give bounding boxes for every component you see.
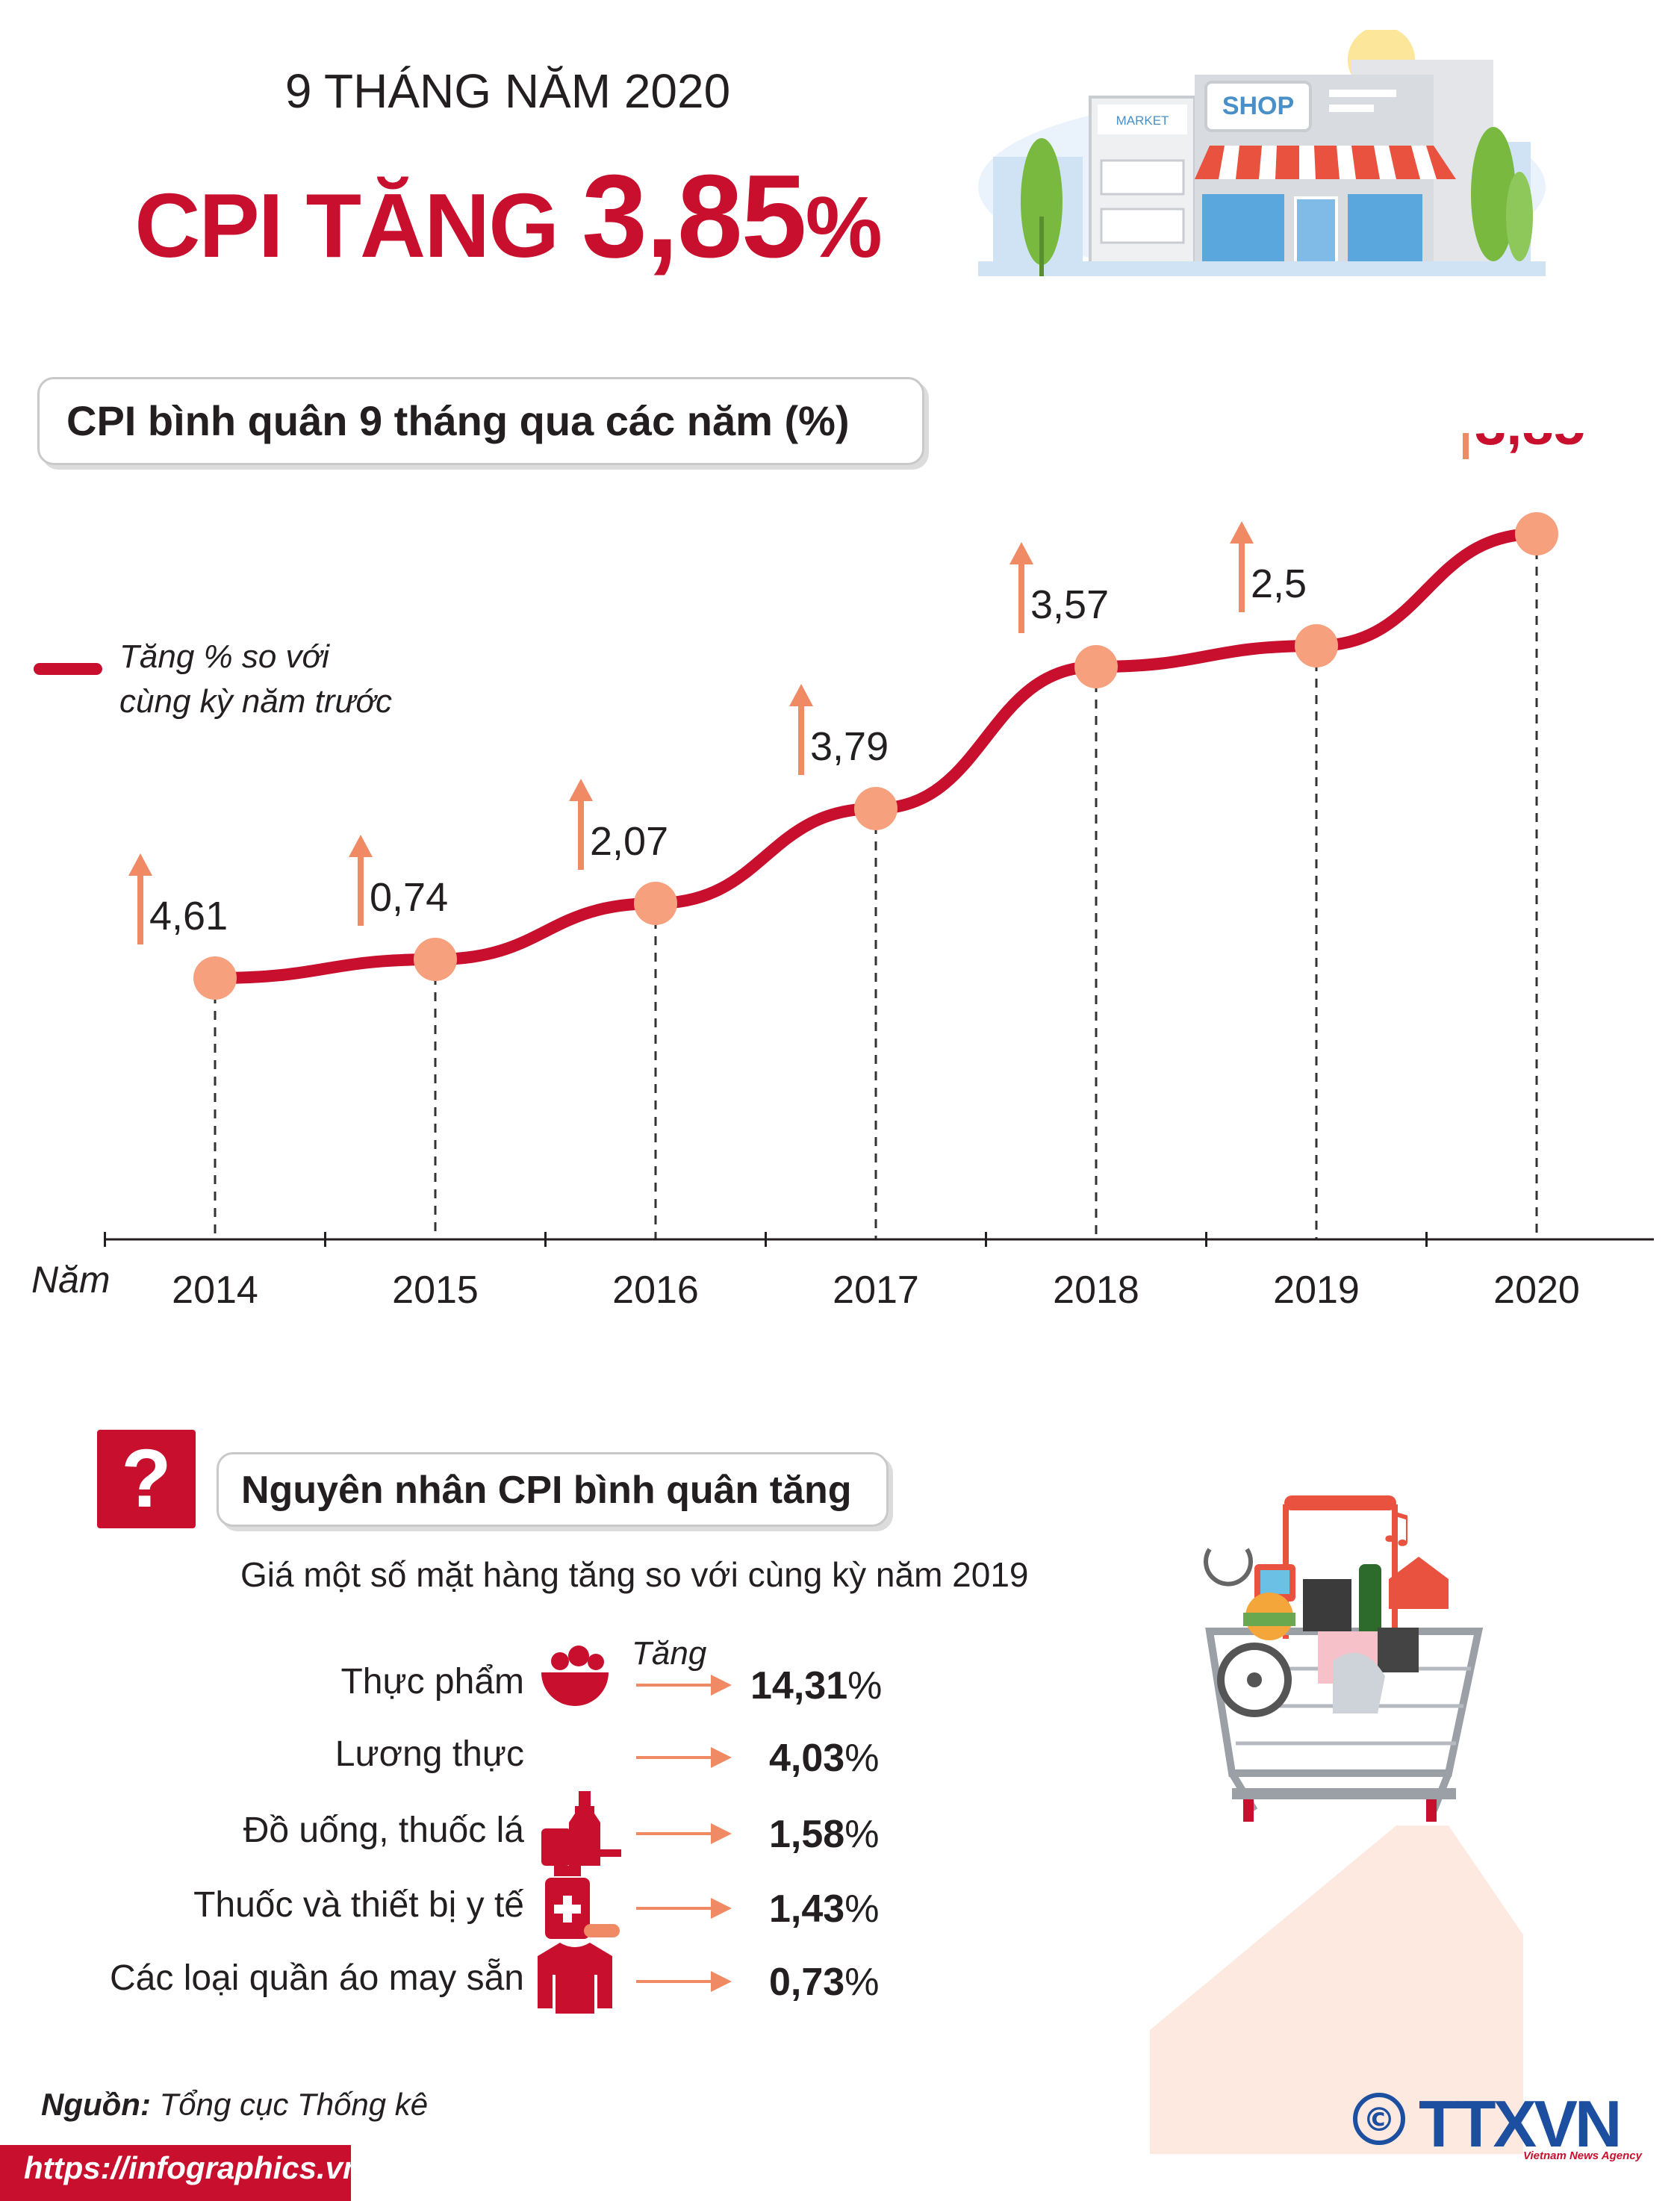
cause-value: 1,43% [769,1887,918,1931]
legend-line2: cùng kỳ năm trước [119,683,393,720]
increase-label: Tăng [632,1635,707,1672]
right-arrow-icon [636,1823,732,1844]
value-label-2015: 0,74 [370,875,448,920]
x-tick-label-2014: 2014 [172,1268,258,1312]
data-point-2016 [634,882,677,925]
cause-value: 4,03% [769,1736,918,1781]
right-arrow-icon [636,1971,732,1992]
value-label-2020: 3,85 [1475,433,1585,457]
x-tick-label-2016: 2016 [612,1268,699,1312]
data-point-2017 [854,787,897,830]
source-label: Nguồn: [41,2087,151,2122]
ttxvn-logo: © TTXVN Vietnam News Agency [1353,2087,1643,2162]
cause-value-number: 0,73 [769,1961,845,2004]
causes-subtitle: Giá một số mặt hàng tăng so với cùng kỳ … [240,1555,1029,1594]
legend-line1: Tăng % so với [119,638,329,675]
up-arrow-icon [1009,542,1033,564]
sweater-icon [538,1943,612,2014]
right-arrow-icon [636,1747,732,1768]
cause-value-unit: % [844,1887,880,1931]
cause-label: Các loại quần áo may sẵn [110,1958,524,1998]
shop-illustration: MARKET SHOP [978,30,1546,276]
svg-text:♫: ♫ [1378,1504,1415,1552]
bottle-cigarette-icon [541,1791,621,1866]
right-arrow-icon [636,1898,732,1919]
cause-label: Thực phẩm [340,1662,524,1702]
cause-label: Lương thực [335,1734,524,1774]
source-note: Nguồn: Tổng cục Thống kê [41,2087,428,2123]
up-arrow-icon [1230,521,1254,544]
cause-label: Đồ uống, thuốc lá [243,1811,524,1850]
shopping-cart-illustration: ♫ [1150,1495,1523,2154]
market-sign: MARKET [1116,113,1169,128]
page-headline: CPI TĂNG 3,85% [134,149,883,284]
cause-value-unit: % [844,1737,880,1780]
cause-value-unit: % [844,1813,880,1856]
value-label-2018: 3,57 [1030,582,1109,627]
chart-title: CPI bình quân 9 tháng qua các năm (%) [37,377,924,465]
copyright-symbol: © [1363,2101,1396,2139]
cause-value-unit: % [847,1664,883,1707]
shop-sign: SHOP [1222,92,1294,120]
data-point-2018 [1074,645,1118,688]
site-url-link[interactable]: https://infographics.vn [24,2150,362,2185]
x-tick-label-2020: 2020 [1493,1268,1580,1312]
cause-value-unit: % [844,1961,880,2004]
legend-text: Tăng % so với cùng kỳ năm trước [119,635,433,724]
data-point-2020 [1515,512,1558,555]
grain-icon [538,1715,623,1793]
page-subtitle: 9 THÁNG NĂM 2020 [284,64,731,118]
up-arrow-icon [789,684,813,706]
causes-title: Nguyên nhân CPI bình quân tăng [217,1452,889,1527]
cause-value-number: 4,03 [769,1737,845,1780]
up-arrow-icon [569,779,593,801]
x-tick-label-2019: 2019 [1273,1268,1360,1312]
headline-prefix: CPI TĂNG [134,175,582,276]
legend-line-swatch [34,663,102,675]
value-label-2019: 2,5 [1251,561,1307,606]
up-arrow-icon [349,835,373,857]
x-axis-title: Năm [31,1259,111,1301]
headline-unit: % [805,178,883,275]
data-point-2019 [1295,624,1338,667]
up-arrow-icon [128,853,152,876]
x-tick-label-2017: 2017 [833,1268,919,1312]
headline-value: 3,85 [582,151,807,282]
right-arrow-icon [636,1675,732,1696]
question-mark-icon: ? [97,1430,196,1528]
medicine-icon [545,1866,620,1939]
cause-label: Thuốc và thiết bị y tế [193,1885,524,1925]
data-point-2015 [414,938,457,981]
cause-value: 14,31% [750,1663,900,1708]
source-text: Tổng cục Thống kê [150,2087,429,2122]
cause-value-number: 1,43 [769,1887,845,1931]
cause-value-number: 1,58 [769,1813,845,1856]
cause-value-number: 14,31 [750,1664,848,1707]
food-bowl-icon [541,1646,609,1706]
x-tick-label-2018: 2018 [1053,1268,1139,1312]
data-point-2014 [193,956,237,1000]
value-label-2014: 4,61 [149,894,228,938]
cause-value: 0,73% [769,1960,918,2005]
x-tick-label-2015: 2015 [392,1268,479,1312]
value-label-2017: 3,79 [810,724,889,769]
logo-text: TTXVN [1419,2087,1619,2161]
url-bar [0,2145,351,2201]
cause-value: 1,58% [769,1812,918,1857]
logo-subtext: Vietnam News Agency [1523,2149,1643,2162]
cpi-line-chart: 4,61 0,74 2,07 3,79 3,57 2,5 3,85 2014 2015 2016… [104,433,1654,1312]
value-label-2016: 2,07 [590,819,668,864]
